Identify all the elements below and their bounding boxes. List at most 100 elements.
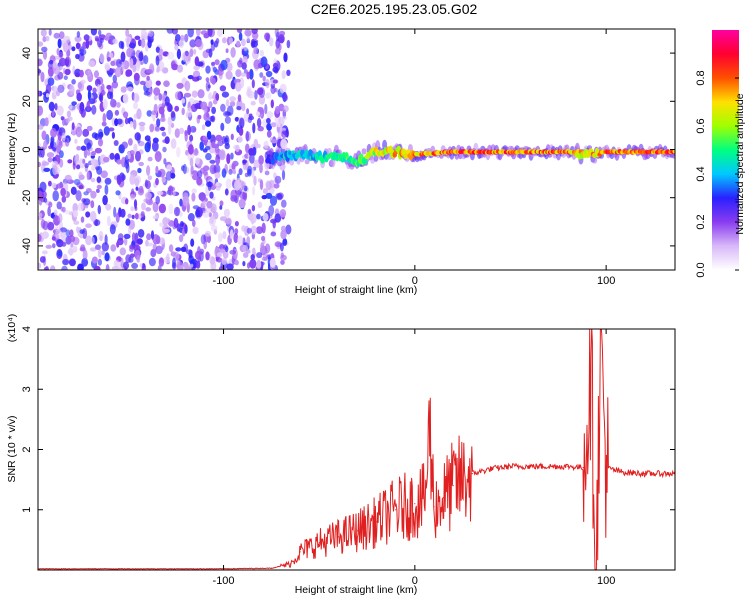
- y-tick-label: -40: [21, 238, 33, 254]
- noise-blob: [85, 223, 92, 228]
- noise-blob: [248, 113, 253, 118]
- snr-point: [414, 503, 416, 505]
- noise-blob: [230, 133, 234, 140]
- noise-blob: [206, 181, 213, 188]
- noise-blob: [209, 164, 217, 175]
- noise-blob: [148, 257, 156, 267]
- noise-blob: [128, 225, 132, 235]
- noise-blob: [127, 213, 132, 219]
- noise-blob: [225, 99, 230, 107]
- noise-blob: [140, 38, 146, 48]
- noise-blob: [216, 252, 223, 258]
- noise-blob: [71, 79, 76, 85]
- spectrogram-panel: -100 0 100 -40 -20 0 20 40 Height of straight …: [6, 28, 676, 296]
- noise-blob: [138, 51, 144, 62]
- noise-blob: [162, 217, 169, 226]
- noise-blob: [244, 172, 249, 178]
- noise-blob: [265, 92, 272, 99]
- noise-blob: [113, 140, 119, 146]
- noise-blob: [249, 68, 254, 80]
- noise-blob: [174, 91, 181, 100]
- noise-blob: [225, 48, 229, 53]
- noise-blob: [195, 157, 200, 165]
- noise-blob: [152, 215, 158, 220]
- noise-blob: [242, 260, 246, 267]
- noise-blob: [209, 115, 215, 122]
- noise-blob: [216, 181, 220, 187]
- noise-blob: [158, 48, 164, 57]
- noise-blob: [38, 58, 43, 67]
- noise-blob: [104, 177, 112, 185]
- noise-blob: [43, 167, 51, 172]
- noise-blob: [170, 251, 177, 257]
- noise-blob: [97, 204, 102, 215]
- noise-blob: [184, 80, 191, 92]
- noise-blob: [246, 108, 250, 115]
- noise-blob: [224, 188, 229, 196]
- noise-blob: [155, 80, 161, 86]
- noise-blob: [83, 34, 90, 41]
- noise-blob: [87, 149, 91, 156]
- noise-blob: [161, 176, 166, 183]
- noise-blob: [220, 103, 226, 112]
- noise-blob: [223, 244, 228, 251]
- snr-point: [127, 568, 129, 570]
- noise-blob: [229, 96, 237, 102]
- noise-blob: [200, 101, 208, 110]
- noise-blob: [110, 60, 116, 66]
- noise-blob: [281, 130, 287, 138]
- noise-blob: [95, 166, 100, 171]
- noise-blob: [226, 153, 231, 165]
- noise-blob: [114, 67, 122, 78]
- noise-blob: [131, 214, 135, 219]
- noise-blob: [252, 122, 256, 134]
- noise-blob: [279, 209, 287, 218]
- noise-blob: [205, 120, 212, 127]
- noise-blob: [168, 185, 174, 196]
- noise-blob: [48, 114, 52, 123]
- noise-blob: [38, 262, 42, 269]
- noise-blob: [264, 103, 268, 115]
- noise-blob: [256, 117, 262, 128]
- noise-blob: [48, 201, 53, 208]
- noise-blob: [275, 38, 281, 49]
- noise-blob: [209, 159, 216, 164]
- spectrogram-y-ticks: -40 -20 0 20 40: [21, 47, 675, 254]
- noise-blob: [167, 124, 172, 135]
- noise-blob: [145, 78, 153, 89]
- snr-point: [270, 567, 272, 569]
- y-tick-label: 2: [21, 446, 33, 452]
- noise-blob: [106, 109, 113, 121]
- noise-blob: [79, 184, 85, 190]
- y-tick-label: 3: [21, 386, 33, 392]
- signal-track: [265, 139, 675, 170]
- noise-blob: [202, 135, 208, 141]
- noise-blob: [62, 41, 69, 53]
- noise-blob: [191, 192, 196, 202]
- track-core: [308, 149, 313, 157]
- noise-blob: [42, 50, 48, 60]
- noise-blob: [59, 150, 64, 159]
- noise-blob: [167, 104, 173, 112]
- noise-blob: [133, 199, 138, 209]
- noise-blob: [247, 208, 252, 215]
- noise-blob: [108, 52, 114, 59]
- snr-panel: -100 0 100 1 2 3 4 (x10⁴) Height of straight …: [6, 314, 676, 596]
- noise-blob: [229, 101, 236, 107]
- noise-blob: [68, 235, 76, 243]
- noise-blob: [222, 250, 229, 259]
- noise-blob: [127, 138, 133, 146]
- noise-blob: [87, 89, 91, 101]
- noise-blob: [104, 64, 111, 71]
- figure-title: C2E6.2025.195.23.05.G02: [311, 1, 478, 17]
- noise-blob: [138, 185, 144, 194]
- noise-blob: [40, 71, 45, 83]
- noise-blob: [118, 40, 124, 49]
- colorbar-tick-label: 0.6: [695, 118, 707, 133]
- noise-blob: [113, 259, 120, 268]
- noise-blob: [170, 138, 177, 149]
- noise-blob: [90, 200, 95, 209]
- noise-blob: [204, 230, 211, 237]
- noise-blob: [68, 258, 76, 267]
- noise-blob: [250, 254, 255, 261]
